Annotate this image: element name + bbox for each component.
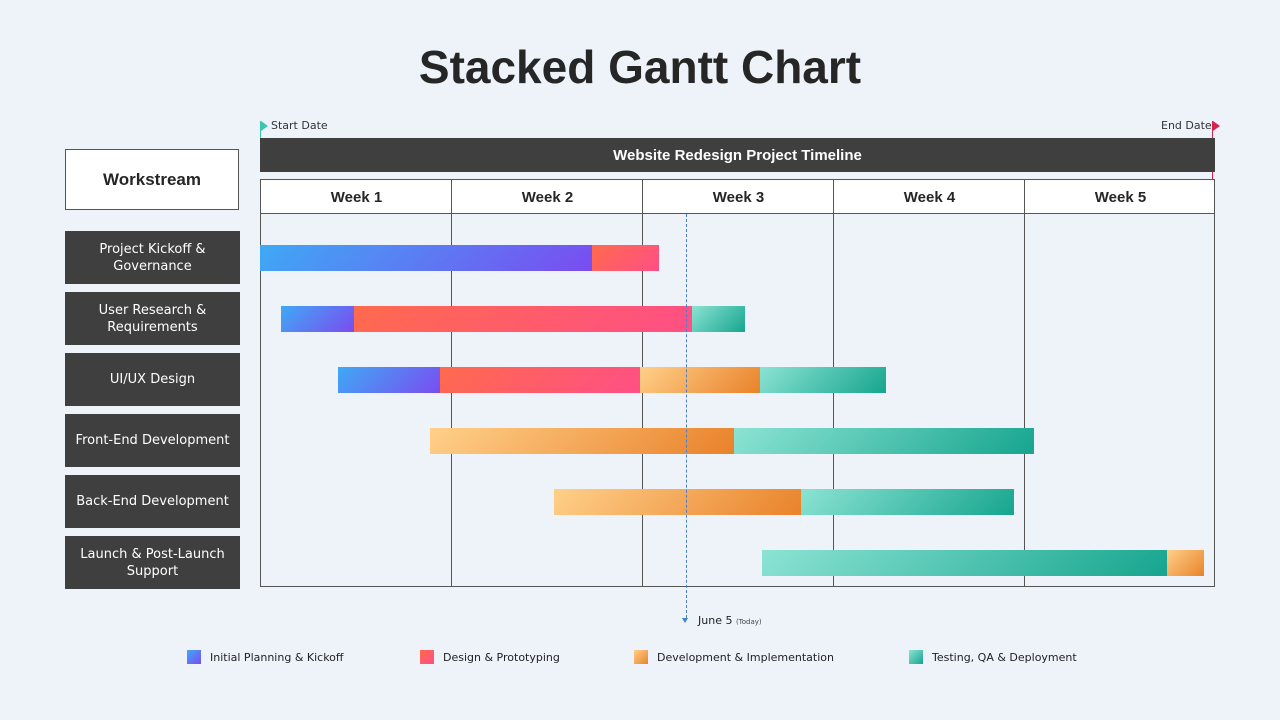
end-flag-icon [1213,121,1220,131]
gantt-bar-segment [338,367,440,393]
workstream-header: Workstream [65,149,239,210]
today-marker-line [686,214,687,618]
week-header-2: Week 2 [521,188,574,206]
gantt-bar-segment [592,245,660,271]
legend-item: Initial Planning & Kickoff [187,650,344,664]
end-date-label: End Date [1161,119,1212,132]
gantt-bar-segment [640,367,761,393]
start-date-label: Start Date [271,119,328,132]
workstream-row-label: Front-End Development [65,414,240,467]
timeline-header: Website Redesign Project Timeline [260,138,1215,172]
today-arrow-icon [682,618,688,623]
start-flag-icon [261,121,268,131]
today-label: June 5 (Today) [698,614,762,627]
gantt-bar-segment [281,306,354,332]
legend-swatch [634,650,648,664]
legend-swatch [187,650,201,664]
legend-label: Initial Planning & Kickoff [210,650,344,664]
workstream-row-label: Launch & Post-Launch Support [65,536,240,589]
gantt-bar-segment [733,428,1034,454]
week-header-4: Week 4 [903,188,956,206]
legend-item: Design & Prototyping [420,650,560,664]
chart-title: Stacked Gantt Chart [418,41,862,93]
gantt-bar-segment [1167,550,1204,576]
gantt-bar-segment [439,367,641,393]
gantt-bar-segment [800,489,1015,515]
legend-item: Development & Implementation [634,650,834,664]
gantt-bar-segment [760,367,887,393]
gantt-bar-segment [762,550,1168,576]
week-header-5: Week 5 [1094,188,1147,206]
workstream-row-label: UI/UX Design [65,353,240,406]
legend-item: Testing, QA & Deployment [909,650,1077,664]
week-header-1: Week 1 [330,188,383,206]
workstream-row-label: User Research & Requirements [65,292,240,345]
gantt-bar-segment [260,245,593,271]
workstream-row-label: Back-End Development [65,475,240,528]
legend-label: Development & Implementation [657,650,834,664]
today-date: June 5 [698,614,733,627]
today-note: (Today) [735,618,762,626]
legend-swatch [420,650,434,664]
gantt-bar-segment [554,489,801,515]
gantt-bar-segment [691,306,746,332]
legend-label: Design & Prototyping [443,650,560,664]
week-header-3: Week 3 [712,188,765,206]
gantt-bar-segment [429,428,734,454]
workstream-row-label: Project Kickoff & Governance [65,231,240,284]
week-divider [1024,179,1025,587]
legend-label: Testing, QA & Deployment [932,650,1077,664]
week-header-row: Week 1 Week 2 Week 3 Week 4 Week 5 [260,179,1215,214]
gantt-bar-segment [353,306,692,332]
legend-swatch [909,650,923,664]
